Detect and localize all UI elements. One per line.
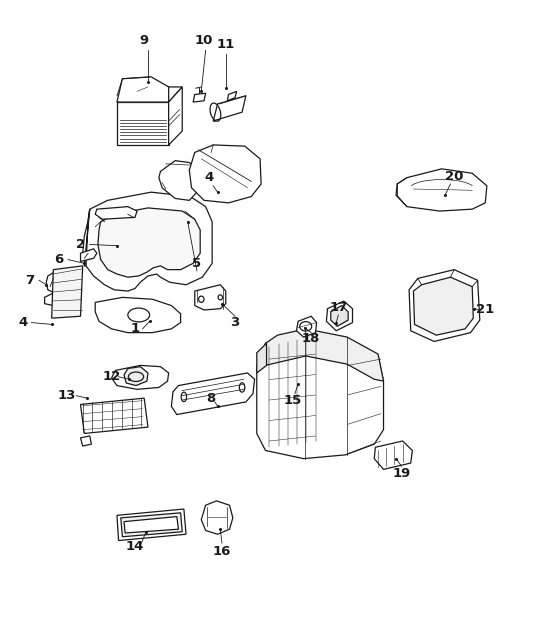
- Text: 19: 19: [392, 467, 411, 480]
- Text: 12: 12: [102, 370, 121, 383]
- Polygon shape: [117, 102, 169, 145]
- Polygon shape: [257, 331, 384, 459]
- Polygon shape: [117, 87, 182, 102]
- Polygon shape: [46, 272, 61, 293]
- Polygon shape: [213, 96, 246, 121]
- Text: 6: 6: [54, 253, 64, 266]
- Polygon shape: [296, 316, 317, 337]
- Text: 10: 10: [195, 35, 213, 47]
- Text: 5: 5: [193, 257, 201, 270]
- Polygon shape: [83, 192, 212, 291]
- Polygon shape: [117, 77, 169, 102]
- Polygon shape: [227, 91, 237, 101]
- Polygon shape: [257, 343, 267, 373]
- Text: 17: 17: [329, 301, 348, 314]
- Polygon shape: [331, 306, 348, 326]
- Polygon shape: [124, 367, 148, 386]
- Text: 13: 13: [57, 389, 76, 402]
- Text: 8: 8: [206, 392, 216, 404]
- Polygon shape: [169, 87, 182, 145]
- Polygon shape: [81, 398, 148, 433]
- Polygon shape: [201, 501, 233, 534]
- Polygon shape: [193, 93, 206, 102]
- Text: 18: 18: [302, 333, 320, 345]
- Text: 4: 4: [18, 316, 28, 329]
- Polygon shape: [195, 285, 226, 310]
- Polygon shape: [121, 513, 182, 537]
- Text: 16: 16: [213, 545, 231, 558]
- Text: 2: 2: [76, 238, 85, 251]
- Text: 4: 4: [205, 171, 214, 184]
- Polygon shape: [265, 329, 384, 381]
- Polygon shape: [124, 517, 178, 533]
- Polygon shape: [171, 373, 255, 415]
- Text: 11: 11: [217, 38, 235, 50]
- Polygon shape: [95, 297, 181, 333]
- Text: 1: 1: [131, 323, 139, 335]
- Text: 14: 14: [126, 541, 144, 553]
- Polygon shape: [409, 270, 480, 341]
- Polygon shape: [189, 145, 261, 203]
- Text: 9: 9: [140, 35, 149, 47]
- Polygon shape: [95, 207, 137, 219]
- Text: 3: 3: [230, 316, 240, 329]
- Polygon shape: [159, 161, 197, 200]
- Text: 15: 15: [283, 394, 302, 406]
- Polygon shape: [374, 441, 412, 469]
- Text: 7: 7: [26, 274, 34, 287]
- Polygon shape: [84, 209, 90, 266]
- Polygon shape: [117, 509, 186, 541]
- Polygon shape: [326, 301, 353, 331]
- Polygon shape: [81, 436, 91, 446]
- Polygon shape: [112, 365, 169, 389]
- Polygon shape: [45, 293, 57, 306]
- Text: 21: 21: [476, 304, 494, 316]
- Text: 20: 20: [445, 170, 463, 183]
- Polygon shape: [98, 208, 200, 277]
- Polygon shape: [52, 266, 83, 318]
- Polygon shape: [413, 277, 473, 335]
- Polygon shape: [396, 169, 487, 211]
- Polygon shape: [81, 249, 97, 261]
